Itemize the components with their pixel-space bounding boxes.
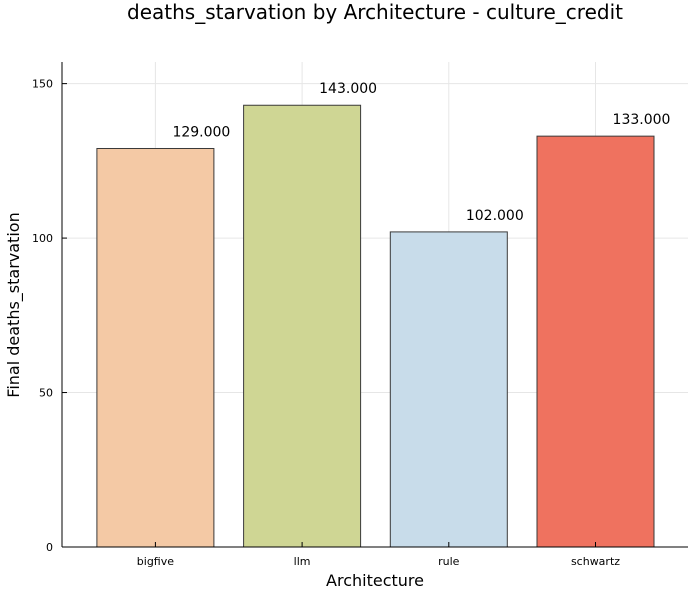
x-tick-label-bigfive: bigfive	[137, 555, 174, 568]
y-axis-label: Final deaths_starvation	[4, 212, 24, 397]
y-tick-label: 150	[32, 78, 53, 91]
chart-title: deaths_starvation by Architecture - cult…	[127, 0, 623, 24]
data-label-schwartz: 133.000	[613, 112, 671, 128]
bar-bigfive	[96, 147, 215, 548]
y-tick-label: 50	[39, 387, 53, 400]
bars	[96, 104, 655, 548]
x-axis-label: Architecture	[326, 571, 424, 590]
y-tick-label: 0	[46, 541, 53, 554]
y-tick-label: 100	[32, 232, 53, 245]
y-ticks: 0 50 100 150	[32, 78, 67, 554]
x-tick-label-rule: rule	[438, 555, 460, 568]
x-tick-label-llm: llm	[294, 555, 311, 568]
bar-schwartz	[536, 135, 655, 548]
x-ticks: bigfive llm rule schwartz	[137, 542, 620, 568]
data-label-rule: 102.000	[466, 208, 524, 224]
data-labels: 129.000 143.000 102.000 133.000	[172, 81, 670, 224]
x-tick-label-schwartz: schwartz	[571, 555, 620, 568]
data-label-bigfive: 129.000	[172, 124, 230, 140]
bar-rule	[389, 231, 508, 548]
data-label-llm: 143.000	[319, 81, 377, 97]
bar-llm	[243, 104, 362, 548]
